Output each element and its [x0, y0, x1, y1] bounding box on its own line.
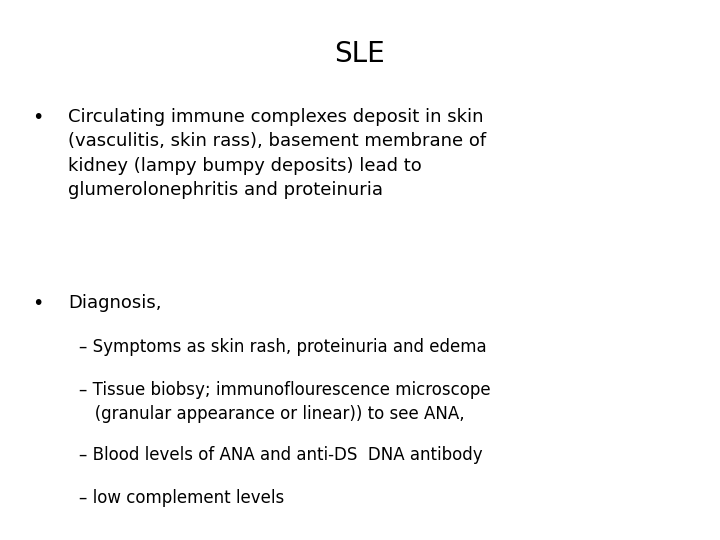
Text: – Symptoms as skin rash, proteinuria and edema: – Symptoms as skin rash, proteinuria and… — [79, 338, 487, 355]
Text: Diagnosis,: Diagnosis, — [68, 294, 162, 312]
Text: •: • — [32, 294, 44, 313]
Text: Circulating immune complexes deposit in skin
(vasculitis, skin rass), basement m: Circulating immune complexes deposit in … — [68, 108, 487, 199]
Text: – low complement levels: – low complement levels — [79, 489, 284, 507]
Text: •: • — [32, 108, 44, 127]
Text: – Blood levels of ANA and anti-DS  DNA antibody: – Blood levels of ANA and anti-DS DNA an… — [79, 446, 483, 463]
Text: – Tissue biobsy; immunoflourescence microscope
   (granular appearance or linear: – Tissue biobsy; immunoflourescence micr… — [79, 381, 491, 423]
Text: SLE: SLE — [335, 40, 385, 69]
